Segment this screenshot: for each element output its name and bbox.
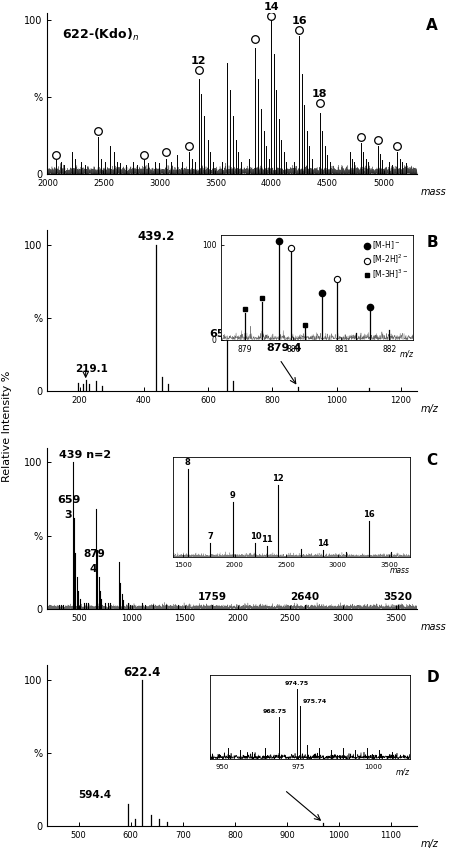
Text: 3: 3	[64, 509, 72, 520]
Text: A: A	[427, 18, 438, 32]
Text: (Kdo)$_n$: (Kdo)$_n$	[366, 475, 412, 490]
Text: 219.1: 219.1	[75, 364, 108, 374]
Text: C: C	[427, 452, 438, 468]
Text: 2640: 2640	[291, 591, 319, 602]
Text: 1759: 1759	[198, 591, 227, 602]
Text: D: D	[427, 671, 439, 685]
Text: 622-(Kdo)$_n$: 622-(Kdo)$_n$	[62, 27, 139, 43]
Text: 4: 4	[90, 564, 97, 573]
Text: 18: 18	[312, 89, 328, 100]
Text: Relative Intensity %: Relative Intensity %	[2, 371, 12, 481]
Text: 622.4: 622.4	[124, 665, 161, 678]
Text: 659: 659	[57, 495, 81, 505]
Text: 14: 14	[264, 2, 279, 12]
Text: 879: 879	[83, 550, 105, 559]
Text: m/z: m/z	[421, 405, 439, 414]
Text: 594.4: 594.4	[78, 790, 111, 800]
Text: 439.2: 439.2	[138, 231, 175, 244]
Text: 12: 12	[191, 55, 206, 66]
Text: 439 n=2: 439 n=2	[59, 450, 111, 459]
Text: m/z: m/z	[421, 839, 439, 849]
Text: 16: 16	[292, 16, 307, 26]
Text: 659.3: 659.3	[210, 329, 245, 339]
Text: B: B	[427, 235, 438, 250]
Text: mass: mass	[421, 622, 447, 632]
Text: 3520: 3520	[383, 591, 412, 602]
Text: 879.4: 879.4	[266, 343, 301, 354]
Text: mass: mass	[421, 187, 447, 197]
